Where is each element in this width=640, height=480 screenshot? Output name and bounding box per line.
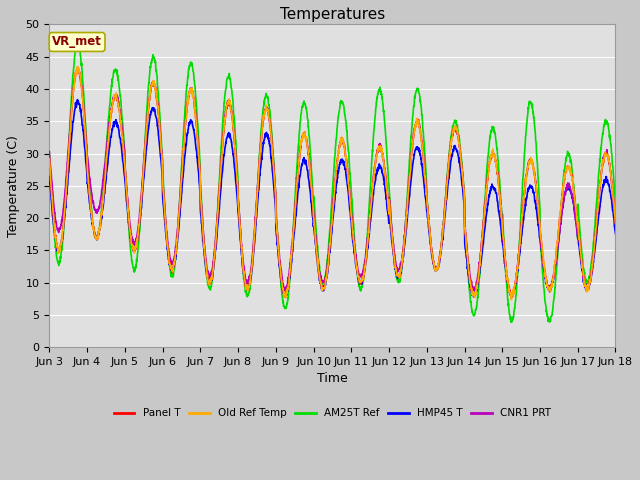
Y-axis label: Temperature (C): Temperature (C)	[7, 135, 20, 237]
Title: Temperatures: Temperatures	[280, 7, 385, 22]
Text: VR_met: VR_met	[52, 36, 102, 48]
Legend: Panel T, Old Ref Temp, AM25T Ref, HMP45 T, CNR1 PRT: Panel T, Old Ref Temp, AM25T Ref, HMP45 …	[109, 404, 556, 422]
X-axis label: Time: Time	[317, 372, 348, 385]
